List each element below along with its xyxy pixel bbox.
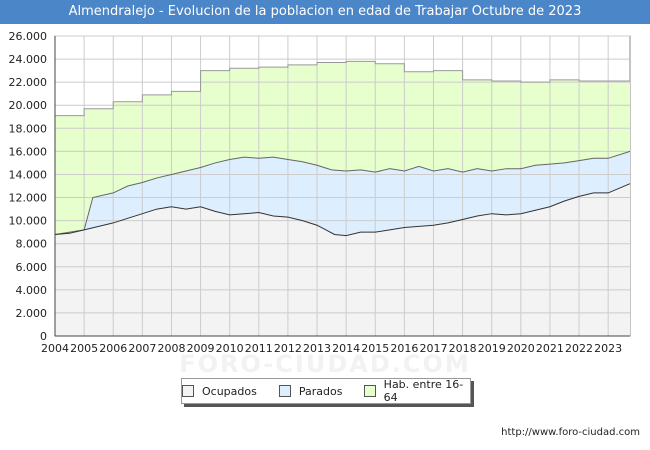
x-tick-label: 2009 xyxy=(187,342,215,355)
y-tick-label: 26.000 xyxy=(9,30,48,43)
y-tick-label: 12.000 xyxy=(9,192,48,205)
y-tick-label: 16.000 xyxy=(9,145,48,158)
x-tick-label: 2004 xyxy=(41,342,69,355)
x-tick-label: 2019 xyxy=(478,342,506,355)
x-tick-label: 2015 xyxy=(361,342,389,355)
legend-label-hab: Hab. entre 16-64 xyxy=(383,378,464,404)
y-tick-label: 8.000 xyxy=(16,238,48,251)
x-tick-label: 2017 xyxy=(419,342,447,355)
legend-item-hab: Hab. entre 16-64 xyxy=(364,378,470,404)
legend-label-ocupados: Ocupados xyxy=(202,384,257,398)
watermark-text: FORO-CIUDAD.COM xyxy=(179,350,471,378)
y-tick-label: 20.000 xyxy=(9,99,48,112)
legend-item-parados: Parados xyxy=(278,384,343,398)
series-area-ocupados xyxy=(55,183,630,336)
footer-url[interactable]: http://www.foro-ciudad.com xyxy=(501,427,640,438)
y-tick-label: 4.000 xyxy=(16,284,48,297)
chart-area: 0 2.000 4.000 6.000 8.000 10.000 12.000 14.000 1… xyxy=(9,30,631,355)
x-tick-label: 2021 xyxy=(536,342,564,355)
y-tick-label: 0 xyxy=(40,330,47,343)
x-tick-label: 2005 xyxy=(70,342,98,355)
legend-label-parados: Parados xyxy=(298,384,343,398)
series-line-ocupados xyxy=(54,183,631,237)
y-tick-label: 6.000 xyxy=(16,261,48,274)
x-tick-label: 2022 xyxy=(565,342,593,355)
x-tick-label: 2014 xyxy=(332,342,360,355)
x-tick-label: 2008 xyxy=(157,342,185,355)
legend-item-ocupados: Ocupados xyxy=(182,385,257,398)
x-tick-label: 2020 xyxy=(507,342,535,355)
series-line-hab xyxy=(55,60,630,117)
x-tick-label: 2013 xyxy=(303,342,331,355)
series-line-parados xyxy=(54,150,631,235)
y-tick-label: 18.000 xyxy=(9,122,48,135)
x-tick-label: 2012 xyxy=(274,342,302,355)
y-tick-label: 24.000 xyxy=(9,53,48,66)
x-tick-label: 2018 xyxy=(449,342,477,355)
y-tick-label: 10.000 xyxy=(9,215,48,228)
x-tick-label: 2006 xyxy=(99,342,127,355)
x-tick-label: 2011 xyxy=(245,342,273,355)
x-tick-label: 2023 xyxy=(594,342,622,355)
x-tick-label: 2016 xyxy=(390,342,418,355)
legend-swatch-parados xyxy=(278,385,291,397)
x-tick-label: 2010 xyxy=(216,342,244,355)
legend-swatch-hab xyxy=(364,385,376,397)
legend: Ocupados Parados Hab. entre 16-64 xyxy=(181,378,471,404)
y-tick-label: 2.000 xyxy=(16,307,48,320)
legend-swatch-ocupados xyxy=(182,385,194,397)
chart-title: Almendralejo - Evolucion de la poblacion… xyxy=(0,0,650,24)
y-tick-label: 14.000 xyxy=(9,168,48,181)
y-tick-label: 22.000 xyxy=(9,76,48,89)
x-tick-label: 2007 xyxy=(128,342,156,355)
